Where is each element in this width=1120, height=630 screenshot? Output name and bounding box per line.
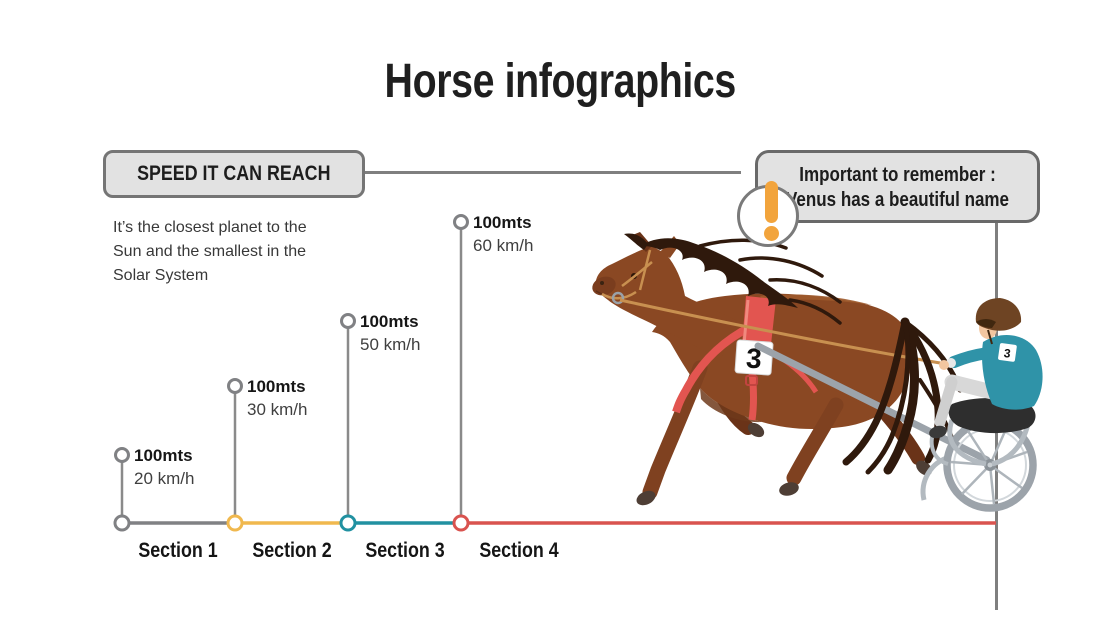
milestone-4-speed: 60 km/h xyxy=(473,236,534,255)
page-title: Horse infographics xyxy=(0,54,1120,110)
section-label-2: Section 2 xyxy=(245,539,338,563)
driver: 3 xyxy=(929,298,1043,439)
milestone-2-speed: 30 km/h xyxy=(247,400,308,419)
exclamation-bar xyxy=(765,181,778,223)
driver-bib: 3 xyxy=(998,343,1017,362)
section-label-1: Section 1 xyxy=(131,539,224,563)
milestone-label-3: 100mts 50 km/h xyxy=(360,311,420,356)
milestone-4-distance: 100mts xyxy=(473,213,532,232)
milestone-label-2: 100mts 30 km/h xyxy=(247,376,307,421)
section-2-text: Section 2 xyxy=(252,539,332,562)
milestone-3-distance: 100mts xyxy=(360,312,419,331)
callout-line-2: Venus has a beautiful name xyxy=(786,189,1009,211)
section-4-text: Section 4 xyxy=(479,539,559,562)
driver-bib-number: 3 xyxy=(1003,346,1012,361)
connector-line-horizontal xyxy=(364,171,741,174)
description-text: It’s the closest planet to the Sun and t… xyxy=(113,219,307,284)
milestone-2-distance: 100mts xyxy=(247,377,306,396)
reminder-callout: Important to remember : Venus has a beau… xyxy=(755,150,1040,223)
milestone-1-speed: 20 km/h xyxy=(134,469,195,488)
exclamation-icon xyxy=(737,181,799,247)
milestone-label-1: 100mts 20 km/h xyxy=(134,445,194,490)
section-label-3: Section 3 xyxy=(358,539,451,563)
timeline-stems xyxy=(120,222,463,523)
section-3-text: Section 3 xyxy=(365,539,445,562)
milestone-label-4: 100mts 60 km/h xyxy=(473,212,533,257)
milestone-1-distance: 100mts xyxy=(134,446,193,465)
section-label-4: Section 4 xyxy=(472,539,565,563)
callout-line-1: Important to remember : xyxy=(799,164,996,186)
speed-label: SPEED IT CAN REACH xyxy=(137,162,331,185)
horse-plate-number: 3 xyxy=(745,342,763,374)
speed-label-box: SPEED IT CAN REACH xyxy=(103,150,365,198)
section-1-text: Section 1 xyxy=(138,539,218,562)
exclamation-dot xyxy=(764,226,779,241)
horse-number-plate: 3 xyxy=(734,339,774,376)
page-title-text: Horse infographics xyxy=(384,55,736,108)
timeline-markers xyxy=(113,214,470,532)
milestone-3-speed: 50 km/h xyxy=(360,335,421,354)
horse-bridle xyxy=(601,249,653,300)
